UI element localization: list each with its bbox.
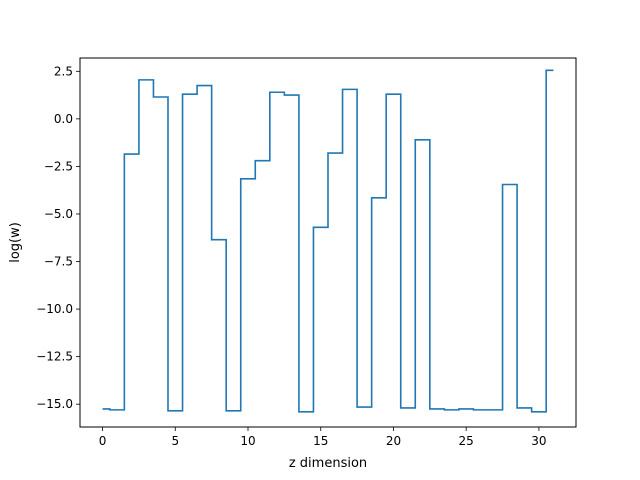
x-tick-label: 25 [459, 434, 474, 448]
plot-frame [79, 57, 577, 428]
x-tick-label: 30 [531, 434, 546, 448]
y-tick-label: −2.5 [44, 159, 73, 173]
x-tick-label: 10 [240, 434, 255, 448]
x-axis-label: z dimension [289, 456, 367, 471]
y-tick-label: 0.0 [54, 112, 73, 126]
y-tick-label: −10.0 [36, 302, 73, 316]
x-tick-label: 0 [99, 434, 107, 448]
plot-area [102, 69, 554, 413]
y-tick-label: −15.0 [36, 397, 73, 411]
ticks: 0 5 10 15 20 25 30 2.5 0.0 −2.5 −5.0 −7.5 −10.0 −12.5… [36, 64, 546, 448]
x-tick-label: 5 [171, 434, 179, 448]
x-tick-label: 15 [313, 434, 328, 448]
y-tick-label: −7.5 [44, 255, 73, 269]
y-tick-label: −5.0 [44, 207, 73, 221]
x-tick-label: 20 [386, 434, 401, 448]
y-axis-label: log(w) [8, 222, 23, 263]
y-tick-label: −12.5 [36, 350, 73, 364]
y-tick-label: 2.5 [54, 64, 73, 78]
series-line [102, 69, 554, 413]
